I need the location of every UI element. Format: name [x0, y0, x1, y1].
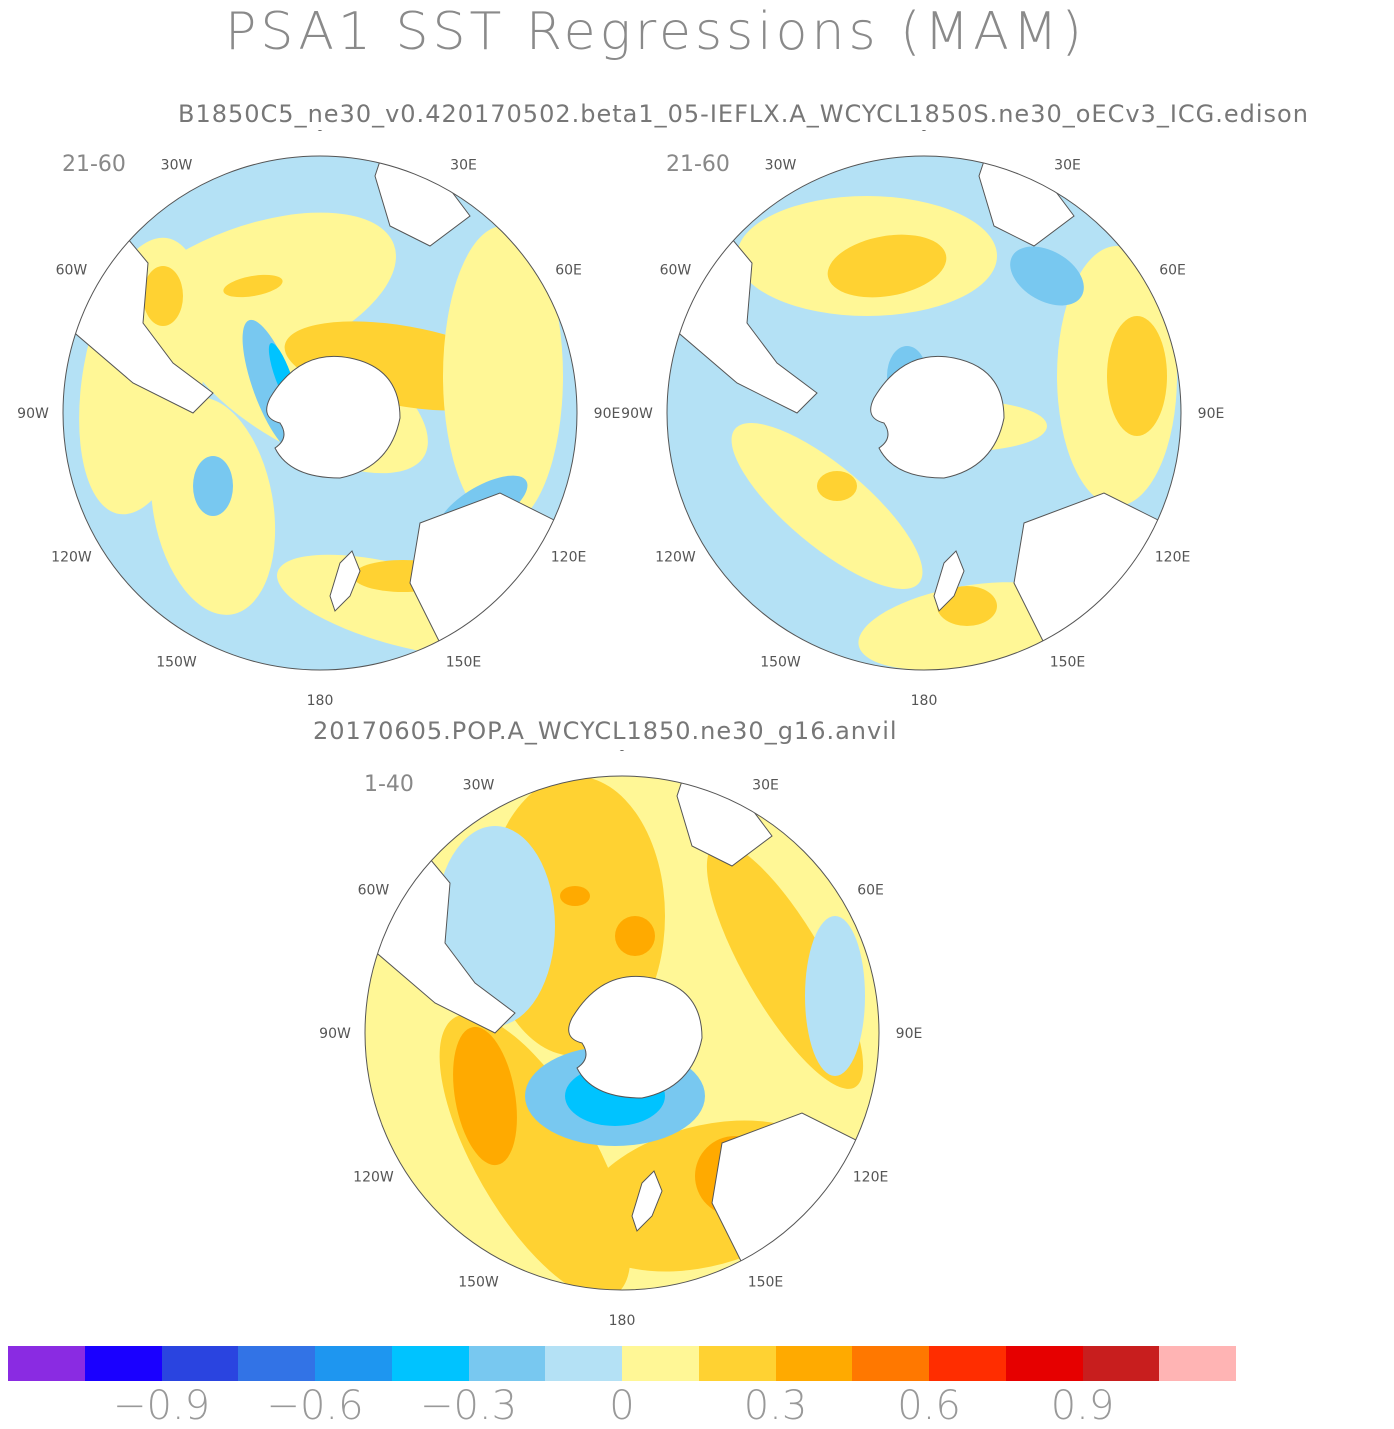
longitude-label: 150E — [748, 1275, 784, 1291]
sst-field — [365, 776, 879, 1290]
experiment-subtitle-top: B1850C5_ne30_v0.420170502.beta1_05-IEFLX… — [178, 100, 1309, 128]
longitude-label: 30E — [752, 777, 779, 793]
longitude-label: 60W — [56, 263, 88, 279]
colorbar-segment — [8, 1346, 85, 1381]
colorbar-segment — [698, 1346, 776, 1381]
longitude-label: 90E — [1198, 406, 1225, 422]
sst-anomaly-region — [1107, 316, 1167, 436]
new-zealand-landmass — [631, 1170, 663, 1232]
longitude-label: 90E — [594, 406, 621, 422]
sst-anomaly-region — [817, 471, 857, 501]
longitude-label: 120E — [853, 1170, 889, 1186]
map-boundary — [666, 155, 1182, 671]
panel-2-period-label: 21-60 — [666, 152, 730, 177]
figure-title: PSA1 SST Regressions (MAM) — [225, 2, 1086, 62]
sst-anomaly-region — [805, 916, 865, 1076]
colorbar-segment — [545, 1346, 622, 1381]
panel-1-period-label: 21-60 — [62, 152, 126, 177]
longitude-label: 30W — [161, 157, 193, 173]
colorbar-tick-label: −0.6 — [266, 1383, 364, 1429]
colorbar-tick-label: 0.6 — [897, 1383, 961, 1429]
sst-anomaly-region — [615, 916, 655, 956]
longitude-label: 90E — [896, 1026, 923, 1042]
longitude-label: 150E — [1050, 655, 1086, 671]
longitude-label: 150W — [458, 1275, 499, 1291]
longitude-label: 120W — [353, 1170, 394, 1186]
longitude-label: 60E — [555, 263, 582, 279]
longitude-label: 60E — [857, 883, 884, 899]
longitude-label: 90W — [621, 406, 653, 422]
colorbar-segment — [84, 1346, 162, 1381]
colorbar-tick-label: −0.3 — [419, 1383, 518, 1429]
sst-anomaly-region — [453, 1026, 517, 1166]
sst-field — [667, 156, 1181, 670]
polar-map-panel-3: 1-40 0 30E 60E 90E 120E 150E 180 150W 120W 90W 60W… — [302, 739, 942, 1330]
longitude-label: 90W — [319, 1026, 351, 1042]
longitude-label: 30W — [463, 777, 495, 793]
sst-anomaly-region — [193, 456, 233, 516]
colorbar-segment — [1159, 1346, 1236, 1381]
colorbar-segment — [1082, 1346, 1160, 1381]
longitude-label: 90W — [17, 406, 49, 422]
sst-anomaly-region — [731, 423, 923, 589]
antarctica-landmass — [266, 355, 401, 479]
colorbar-segment — [775, 1346, 853, 1381]
polar-map-panel-2: 21-60 0 30E 60E 90E 120E 150E 180 150W 120W 90W 60… — [604, 119, 1244, 710]
colorbar-segment — [315, 1346, 392, 1381]
sst-anomaly-region — [827, 234, 947, 298]
colorbar-segment — [852, 1346, 929, 1381]
sst-anomaly-region — [1010, 246, 1084, 306]
colorbar-tick-label: 0 — [609, 1383, 635, 1429]
colorbar-segment — [929, 1346, 1006, 1381]
longitude-label: 150E — [446, 655, 482, 671]
sst-anomaly-region — [443, 226, 563, 526]
longitude-label: 0 — [316, 130, 325, 135]
longitude-label: 60E — [1159, 263, 1186, 279]
colorbar-segment — [391, 1346, 469, 1381]
longitude-label: 120E — [551, 550, 587, 566]
polar-map-3: 0 30E 60E 90E 120E 150E 180 150W 120W 90W 60W 30W — [319, 739, 923, 1329]
longitude-label: 120W — [655, 550, 696, 566]
longitude-label: 0 — [618, 750, 627, 755]
colorbar-tick-label: −0.9 — [112, 1383, 211, 1429]
sst-anomaly-region — [143, 266, 183, 326]
longitude-label: 30E — [1054, 157, 1081, 173]
longitude-label: 180 — [307, 693, 334, 709]
colorbar-segment — [468, 1346, 546, 1381]
new-zealand-landmass — [933, 550, 965, 612]
experiment-subtitle-bottom: 20170605.POP.A_WCYCL1850.ne30_g16.anvil — [313, 717, 898, 745]
antarctica-landmass — [568, 975, 703, 1099]
longitude-label: 30W — [765, 157, 797, 173]
polar-map-panel-1: 21-60 0 30E 60E 90E 120E 150E 180 150W 120W 90W 60… — [0, 119, 640, 710]
longitude-label: 0 — [920, 130, 929, 135]
colorbar-tick-label: 0.9 — [1050, 1383, 1115, 1429]
longitude-label: 60W — [358, 883, 390, 899]
longitude-label: 150W — [760, 655, 801, 671]
colorbar-segment — [238, 1346, 315, 1381]
map-boundary — [62, 155, 578, 671]
map-boundary — [364, 775, 880, 1291]
longitude-label: 180 — [609, 1313, 636, 1329]
colorbar-segment — [622, 1346, 699, 1381]
colorbar-segment — [161, 1346, 239, 1381]
longitude-label: 30E — [450, 157, 477, 173]
panel-3-period-label: 1-40 — [364, 772, 414, 797]
longitude-label: 180 — [911, 693, 938, 709]
longitude-label: 60W — [660, 263, 692, 279]
sst-anomaly-region — [223, 274, 283, 298]
longitude-label: 120E — [1155, 550, 1191, 566]
longitude-label: 150W — [156, 655, 197, 671]
sst-field — [63, 156, 577, 670]
sst-anomaly-region — [560, 886, 590, 906]
colorbar — [8, 1346, 1236, 1381]
colorbar-tick-label: 0.3 — [743, 1383, 808, 1429]
polar-map-2: 0 30E 60E 90E 120E 150E 180 150W 120W 90W 60W 30W — [621, 119, 1225, 709]
new-zealand-landmass — [329, 550, 361, 612]
antarctica-landmass — [870, 355, 1005, 479]
longitude-label: 120W — [51, 550, 92, 566]
polar-map-1: 0 30E 60E 90E 120E 150E 180 150W 120W 90W 60W 30W — [17, 119, 621, 709]
colorbar-segment — [1005, 1346, 1083, 1381]
